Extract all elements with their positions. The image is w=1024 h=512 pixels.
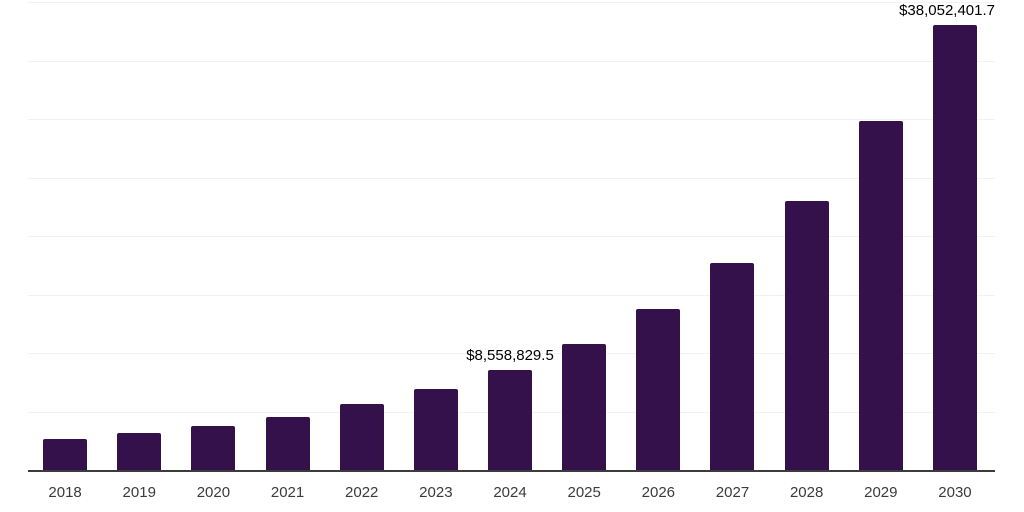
x-tick-2025: 2025 <box>567 484 601 501</box>
bar-slot-2023 <box>399 2 473 470</box>
bar-slot-2021 <box>250 2 324 470</box>
x-tick-2022: 2022 <box>345 484 379 501</box>
bar-2021 <box>265 417 310 470</box>
x-tick-2023: 2023 <box>419 484 453 501</box>
bar-2020 <box>191 426 236 470</box>
gridline-30000000 <box>28 119 995 120</box>
bar-2022 <box>339 404 384 470</box>
x-tick-2021: 2021 <box>270 484 305 501</box>
x-axis-line <box>28 470 995 472</box>
bar-slot-2029 <box>844 2 918 470</box>
bar-slot-2020 <box>176 2 250 470</box>
x-tick-2030: 2030 <box>938 484 972 501</box>
bar-slot-2024 <box>473 2 547 470</box>
bar-2018 <box>43 439 88 470</box>
bar-2027 <box>710 263 755 470</box>
bar-2025 <box>562 344 607 470</box>
plot-area: $8,558,829.5 $38,052,401.7 <box>28 1 995 470</box>
bar-slot-2030 <box>918 2 992 470</box>
bar-slot-2025 <box>547 2 621 470</box>
x-tick-2026: 2026 <box>641 484 676 501</box>
bars-row <box>28 2 992 470</box>
gridline-40000000 <box>28 2 995 3</box>
bar-2029 <box>858 121 903 470</box>
x-axis-tick-labels: 2018 2019 2020 2021 2022 2023 2024 2025 2026 2027… <box>28 482 992 503</box>
data-label-2024: $8,558,829.5 <box>466 346 554 364</box>
bar-slot-2018 <box>28 2 102 470</box>
bar-2028 <box>784 201 829 470</box>
x-tick-2018: 2018 <box>48 484 82 501</box>
x-tick-2020: 2020 <box>196 484 231 501</box>
bar-slot-2026 <box>621 2 695 470</box>
bar-2026 <box>636 309 681 470</box>
bar-2019 <box>117 433 162 470</box>
gridline-15000000 <box>28 294 995 296</box>
x-tick-2029: 2029 <box>864 484 898 501</box>
gridline-20000000 <box>28 236 995 237</box>
bar-2030 <box>932 24 977 470</box>
gridline-10000000 <box>28 353 995 354</box>
bar-2023 <box>413 389 458 470</box>
x-tick-2024: 2024 <box>493 484 527 501</box>
x-tick-2028: 2028 <box>789 484 824 501</box>
bar-slot-2019 <box>102 2 176 470</box>
data-label-2030: $38,052,401.7 <box>899 1 995 19</box>
x-tick-2027: 2027 <box>715 484 750 501</box>
bar-slot-2027 <box>695 2 769 470</box>
bar-2024 <box>488 369 533 470</box>
gridline-35000000 <box>28 60 995 62</box>
bar-slot-2022 <box>325 2 399 470</box>
x-tick-2019: 2019 <box>122 484 156 501</box>
gridline-25000000 <box>28 177 995 179</box>
bar-slot-2028 <box>770 2 844 470</box>
